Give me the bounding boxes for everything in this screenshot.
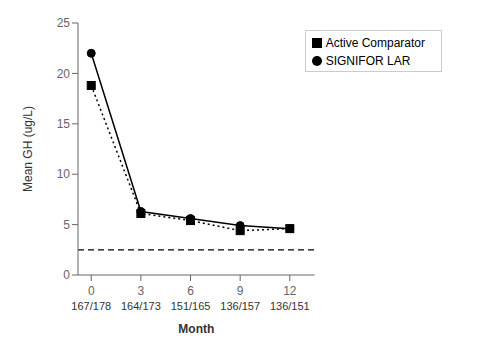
svg-text:136/157: 136/157 — [220, 300, 260, 312]
html-text:SIGNIFOR LAR: SIGNIFOR LAR — [325, 54, 411, 68]
svg-text:151/165: 151/165 — [171, 300, 211, 312]
svg-text:Month: Month — [178, 322, 214, 336]
svg-text:15: 15 — [57, 117, 71, 131]
svg-text:10: 10 — [57, 167, 71, 181]
svg-text:20: 20 — [57, 67, 71, 81]
svg-text:6: 6 — [187, 284, 194, 298]
html-text:Active Comparator: Active Comparator — [325, 36, 425, 50]
svg-text:0: 0 — [88, 284, 95, 298]
svg-text:136/151: 136/151 — [270, 300, 310, 312]
svg-text:167/178: 167/178 — [71, 300, 111, 312]
svg-text:12: 12 — [283, 284, 297, 298]
svg-text:3: 3 — [138, 284, 145, 298]
svg-text:0: 0 — [63, 268, 70, 282]
svg-text:164/173: 164/173 — [121, 300, 161, 312]
svg-text:25: 25 — [57, 16, 71, 30]
svg-text:Mean GH (ug/L): Mean GH (ug/L) — [21, 106, 35, 192]
svg-text:9: 9 — [237, 284, 244, 298]
svg-text:5: 5 — [63, 218, 70, 232]
